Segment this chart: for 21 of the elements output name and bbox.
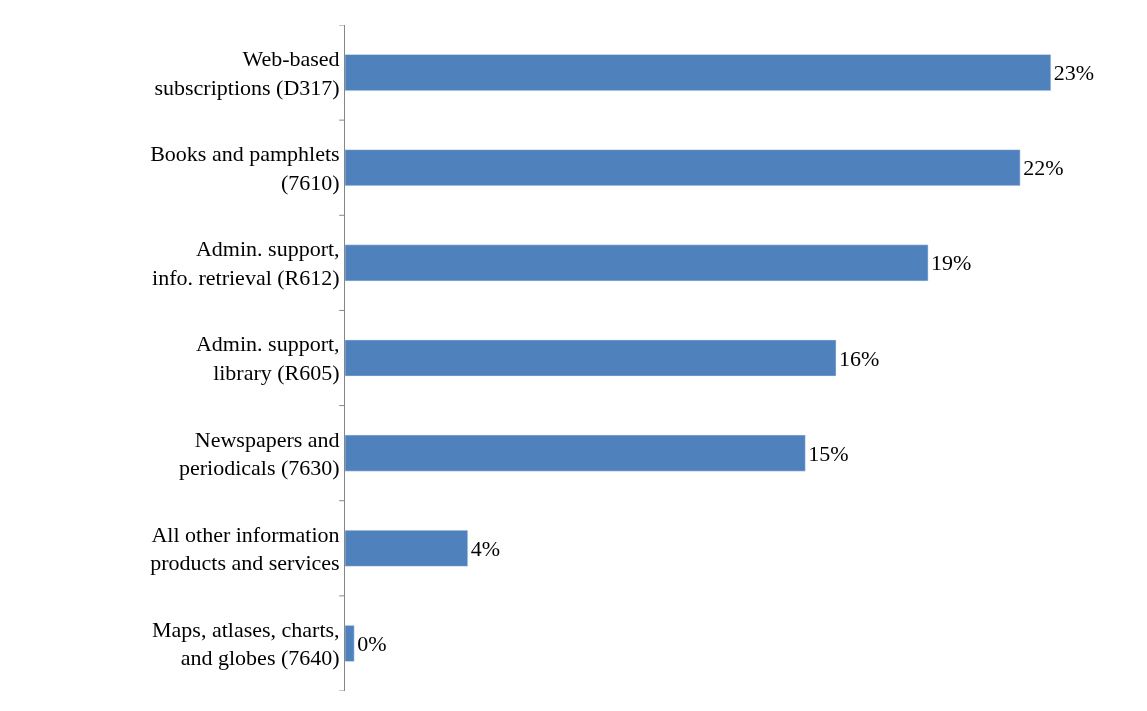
- y-tick-label: Maps, atlases, charts, and globes (7640): [152, 616, 340, 671]
- bar: [345, 529, 468, 567]
- data-label: 4%: [470, 535, 501, 561]
- bar: [345, 434, 806, 472]
- data-label: 0%: [357, 630, 387, 656]
- data-label: 23%: [1053, 60, 1095, 86]
- data-label: 19%: [931, 250, 972, 276]
- y-tick-label: Web-based subscriptions (D317): [154, 45, 340, 100]
- y-tick-label: Newspapers and periodicals (7630): [178, 426, 340, 481]
- bar: [345, 244, 929, 282]
- data-label: 16%: [839, 345, 880, 371]
- data-label: 15%: [808, 440, 849, 466]
- bar: [345, 625, 355, 662]
- y-tick-label: Books and pamphlets (7610): [150, 141, 340, 195]
- bar: [345, 54, 1052, 91]
- y-tick-label: Admin. support, info. retrieval (R612): [152, 236, 340, 290]
- bar: [345, 339, 837, 377]
- y-tick-label: Admin. support, library (R605): [195, 331, 340, 385]
- bar: [345, 149, 1021, 187]
- data-label: 22%: [1023, 155, 1064, 181]
- y-tick-label: All other information products and services: [150, 521, 340, 576]
